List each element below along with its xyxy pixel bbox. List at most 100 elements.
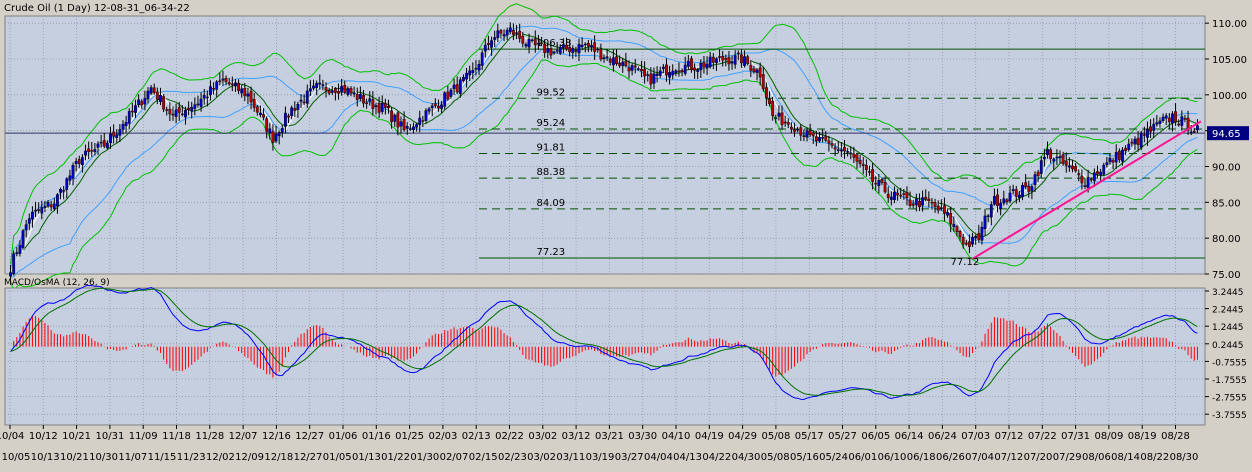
candle-down — [627, 67, 631, 72]
candle-down — [624, 60, 628, 66]
candle-down — [1136, 137, 1140, 145]
candle-up — [462, 77, 465, 81]
date-label-top: 11/28 — [195, 431, 224, 442]
candle-down — [387, 105, 390, 109]
date-label-bottom: 08/22 — [1140, 452, 1169, 463]
candle-down — [896, 192, 899, 196]
candle-up — [346, 88, 350, 95]
candle-up — [15, 252, 19, 255]
candle-up — [31, 211, 34, 220]
bb-upper-line — [10, 3, 1198, 265]
candle-down — [996, 194, 999, 206]
candle-up — [708, 56, 712, 68]
trend-line-group: 77.12 — [951, 120, 1202, 268]
candle-up — [1139, 132, 1143, 148]
candle-down — [943, 205, 946, 214]
candle-up — [1039, 160, 1043, 174]
candle-up — [1146, 129, 1149, 138]
date-label-top: 08/09 — [1094, 431, 1123, 442]
fib-level-label: 95.24 — [537, 118, 566, 129]
date-label-bottom: 06/10 — [878, 452, 907, 463]
candle-down — [243, 87, 247, 97]
candle-down — [749, 65, 753, 71]
date-label-bottom: 05/24 — [819, 452, 848, 463]
candle-up — [80, 157, 84, 166]
date-label-top: 07/31 — [1061, 431, 1090, 442]
candle-down — [383, 103, 387, 108]
candle-down — [343, 85, 347, 93]
candle-up — [309, 88, 312, 92]
candle-down — [1096, 171, 1099, 175]
candle-down — [911, 203, 915, 206]
date-label-bottom: 08/30 — [1170, 452, 1199, 463]
candle-up — [1033, 174, 1037, 186]
date-label-top: 04/29 — [728, 431, 757, 442]
candle-down — [293, 107, 297, 111]
date-label-top: 07/22 — [1028, 431, 1057, 442]
signal-line — [10, 287, 1198, 397]
candle-down — [1192, 131, 1196, 133]
date-label-bottom: 03/27 — [615, 452, 644, 463]
candle-down — [902, 193, 906, 195]
candle-up — [496, 30, 500, 39]
fib-level-label: 88.38 — [537, 167, 566, 178]
candle-down — [727, 57, 731, 65]
candle-down — [649, 73, 653, 85]
candle-up — [818, 137, 821, 142]
candle-down — [1089, 178, 1093, 181]
candle-down — [640, 68, 643, 72]
candle-down — [62, 190, 66, 192]
candle-up — [412, 126, 415, 130]
candle-up — [1108, 157, 1112, 163]
candle-up — [134, 105, 137, 113]
candle-up — [452, 84, 456, 89]
date-label-bottom: 12/02 — [206, 452, 235, 463]
candle-up — [174, 109, 178, 117]
candle-down — [518, 30, 522, 39]
candle-down — [918, 201, 921, 208]
candle-up — [393, 115, 397, 122]
price-axis-label: 85.00 — [1212, 198, 1241, 209]
candle-down — [255, 106, 259, 113]
candle-up — [368, 98, 372, 102]
candle-up — [71, 165, 75, 179]
candle-up — [836, 149, 840, 151]
candle-up — [558, 47, 562, 54]
candle-up — [524, 44, 528, 47]
candle-down — [586, 43, 590, 47]
fib-level-label: 99.52 — [537, 87, 566, 98]
candle-down — [1183, 117, 1187, 120]
date-label-top: 02/13 — [462, 431, 491, 442]
candle-down — [646, 74, 650, 76]
candle-down — [802, 135, 806, 138]
candle-up — [418, 117, 422, 126]
candle-up — [137, 99, 141, 105]
candle-up — [1171, 113, 1174, 124]
candle-down — [855, 154, 859, 162]
price-axis-label: 100.00 — [1212, 91, 1247, 102]
fib-level-label: 106.38 — [537, 38, 572, 49]
candle-down — [212, 88, 215, 90]
candle-up — [458, 79, 462, 94]
trend-line — [972, 120, 1202, 260]
candle-up — [596, 48, 600, 51]
candle-up — [530, 39, 534, 42]
candle-up — [502, 34, 506, 37]
candle-up — [430, 105, 434, 108]
candle-up — [630, 65, 634, 71]
price-axis: 110.00105.00100.0095.0090.0085.0080.0075… — [1205, 19, 1249, 281]
date-label-top: 01/16 — [362, 431, 391, 442]
candle-up — [1114, 152, 1118, 163]
date-label-bottom: 10/13 — [31, 452, 60, 463]
date-label-top: 05/27 — [828, 431, 857, 442]
macd-grid — [5, 288, 1205, 425]
candle-up — [611, 57, 615, 66]
candle-down — [936, 205, 940, 211]
candle-up — [1086, 176, 1090, 189]
candle-down — [1027, 186, 1031, 192]
candle-up — [59, 189, 62, 193]
candle-up — [505, 29, 509, 36]
candle-up — [358, 93, 362, 99]
candle-down — [833, 147, 837, 150]
